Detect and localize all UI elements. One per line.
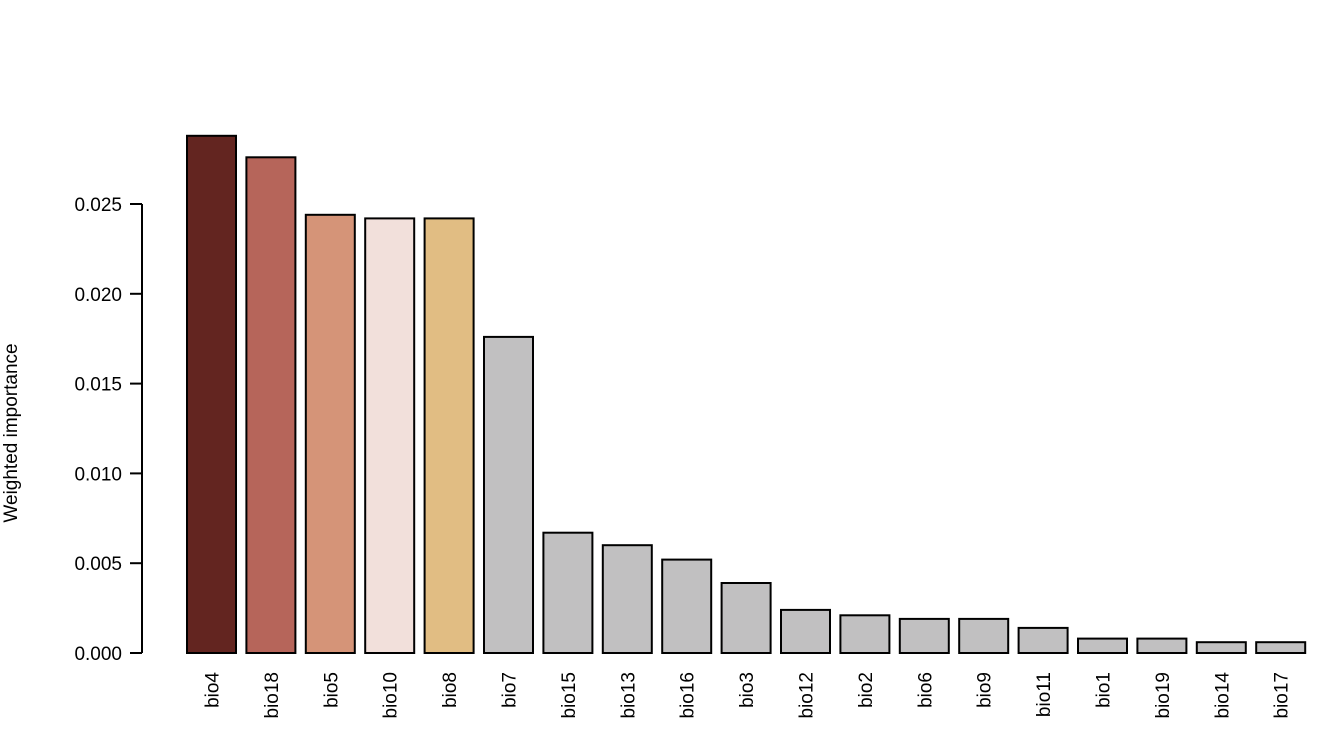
x-tick-label-bio16: bio16 <box>678 672 699 719</box>
x-tick-label-bio7: bio7 <box>500 672 521 708</box>
x-tick-label-bio10: bio10 <box>381 672 402 719</box>
x-tick-label-bio3: bio3 <box>737 672 758 708</box>
x-tick-label-bio17: bio17 <box>1272 672 1293 719</box>
bar-bio14 <box>1195 641 1247 655</box>
bar-bio15 <box>542 531 594 655</box>
bar-bio5 <box>304 213 356 655</box>
bar-bio8 <box>423 217 475 654</box>
bar-bio16 <box>661 558 713 654</box>
x-tick-label-bio13: bio13 <box>618 672 639 719</box>
bar-bio13 <box>601 544 653 655</box>
x-tick-label-bio6: bio6 <box>915 672 936 708</box>
bar-bio12 <box>780 608 831 655</box>
bar-bio10 <box>364 217 416 654</box>
bar-bio18 <box>245 156 297 655</box>
y-axis-label: Weighted importance <box>1 343 22 522</box>
x-tick-label-bio9: bio9 <box>975 672 996 708</box>
bar-bio4 <box>186 134 237 655</box>
x-axis-labels: bio4 bio18 bio5 bio10 bio8 bio7 bio15 bio13 bio1… <box>203 672 1293 719</box>
x-tick-label-bio5: bio5 <box>321 672 342 708</box>
x-tick-label-bio12: bio12 <box>797 672 818 719</box>
y-tick-label: 0.000 <box>74 644 122 665</box>
y-tick-label: 0.020 <box>74 285 122 306</box>
y-tick-label: 0.015 <box>74 375 122 396</box>
x-tick-label-bio11: bio11 <box>1034 672 1055 717</box>
x-tick-label-bio8: bio8 <box>440 672 461 708</box>
x-tick-label-bio18: bio18 <box>262 672 283 719</box>
x-tick-label-bio19: bio19 <box>1153 672 1174 719</box>
y-tick-label: 0.005 <box>74 554 122 575</box>
bars <box>186 134 1307 655</box>
x-tick-label-bio14: bio14 <box>1212 672 1233 719</box>
x-tick-label-bio4: bio4 <box>203 672 224 708</box>
bar-bio11 <box>1017 626 1069 655</box>
y-tick-label: 0.010 <box>74 464 122 485</box>
y-tick-label: 0.025 <box>74 195 122 216</box>
y-axis: 0.000 0.005 0.010 0.015 0.020 0.025 <box>74 195 143 665</box>
bar-bio7 <box>483 335 534 654</box>
bar-bio3 <box>720 582 772 654</box>
bar-bio17 <box>1255 641 1307 655</box>
x-tick-label-bio2: bio2 <box>856 672 877 708</box>
bar-bio2 <box>839 614 891 654</box>
x-tick-label-bio15: bio15 <box>559 672 580 719</box>
bar-bio6 <box>898 617 950 655</box>
bar-bio9 <box>958 617 1010 655</box>
bar-bio19 <box>1136 637 1188 654</box>
x-tick-label-bio1: bio1 <box>1094 672 1115 708</box>
bar-bio1 <box>1077 637 1128 654</box>
